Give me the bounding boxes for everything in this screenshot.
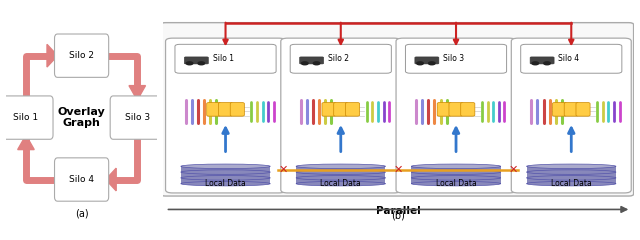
- FancyBboxPatch shape: [161, 23, 634, 196]
- Text: Silo 1: Silo 1: [13, 113, 38, 122]
- Text: Silo 4: Silo 4: [69, 175, 94, 184]
- FancyBboxPatch shape: [207, 102, 221, 116]
- Text: Silo 3: Silo 3: [443, 54, 464, 63]
- Circle shape: [544, 62, 550, 65]
- Ellipse shape: [181, 176, 270, 180]
- Ellipse shape: [296, 164, 385, 168]
- Ellipse shape: [181, 170, 270, 174]
- Circle shape: [417, 62, 423, 65]
- Text: Local Data: Local Data: [551, 179, 591, 188]
- FancyBboxPatch shape: [396, 38, 516, 193]
- FancyBboxPatch shape: [322, 102, 336, 116]
- FancyBboxPatch shape: [54, 158, 109, 201]
- Text: Silo 2: Silo 2: [69, 51, 94, 60]
- Bar: [181, 166, 270, 172]
- FancyBboxPatch shape: [281, 38, 401, 193]
- Text: Local Data: Local Data: [436, 179, 476, 188]
- Bar: [296, 166, 385, 172]
- Ellipse shape: [181, 164, 270, 168]
- Bar: [296, 172, 385, 178]
- Text: ✕: ✕: [509, 165, 518, 175]
- FancyBboxPatch shape: [175, 44, 276, 73]
- FancyBboxPatch shape: [415, 57, 439, 64]
- FancyBboxPatch shape: [230, 102, 244, 116]
- Text: Silo 3: Silo 3: [125, 113, 150, 122]
- Bar: [296, 178, 385, 184]
- Circle shape: [198, 62, 205, 65]
- FancyBboxPatch shape: [461, 102, 475, 116]
- FancyBboxPatch shape: [54, 34, 109, 77]
- Bar: [181, 172, 270, 178]
- Ellipse shape: [296, 181, 385, 186]
- FancyBboxPatch shape: [406, 44, 507, 73]
- Bar: [412, 172, 500, 178]
- FancyBboxPatch shape: [300, 57, 324, 64]
- Ellipse shape: [412, 164, 500, 168]
- Polygon shape: [47, 44, 58, 67]
- Text: ✕: ✕: [278, 165, 288, 175]
- Circle shape: [313, 62, 320, 65]
- Ellipse shape: [412, 181, 500, 186]
- Ellipse shape: [181, 181, 270, 186]
- Bar: [412, 178, 500, 184]
- Ellipse shape: [412, 170, 500, 174]
- Text: Silo 1: Silo 1: [212, 54, 234, 63]
- Text: (a): (a): [75, 209, 88, 219]
- Text: Silo 4: Silo 4: [558, 54, 579, 63]
- FancyBboxPatch shape: [290, 44, 391, 73]
- Ellipse shape: [527, 181, 616, 186]
- FancyBboxPatch shape: [184, 57, 209, 64]
- Text: Silo 2: Silo 2: [328, 54, 349, 63]
- Bar: [412, 166, 500, 172]
- FancyBboxPatch shape: [530, 57, 554, 64]
- FancyBboxPatch shape: [576, 102, 590, 116]
- Ellipse shape: [296, 176, 385, 180]
- Bar: [527, 178, 616, 184]
- FancyBboxPatch shape: [110, 96, 164, 139]
- Ellipse shape: [527, 176, 616, 180]
- FancyBboxPatch shape: [333, 102, 348, 116]
- FancyBboxPatch shape: [346, 102, 360, 116]
- FancyBboxPatch shape: [521, 44, 622, 73]
- Text: ✕: ✕: [394, 165, 403, 175]
- Bar: [527, 172, 616, 178]
- Ellipse shape: [527, 164, 616, 168]
- Circle shape: [532, 62, 539, 65]
- FancyBboxPatch shape: [552, 102, 566, 116]
- Ellipse shape: [412, 176, 500, 180]
- Text: Local Data: Local Data: [321, 179, 361, 188]
- Bar: [181, 178, 270, 184]
- Ellipse shape: [527, 170, 616, 174]
- Text: Overlay
Graph: Overlay Graph: [58, 107, 106, 128]
- Bar: [527, 166, 616, 172]
- FancyBboxPatch shape: [511, 38, 631, 193]
- Polygon shape: [106, 168, 116, 191]
- FancyBboxPatch shape: [218, 102, 232, 116]
- Polygon shape: [129, 86, 145, 100]
- FancyBboxPatch shape: [437, 102, 451, 116]
- Circle shape: [186, 62, 193, 65]
- Text: Local Data: Local Data: [205, 179, 246, 188]
- FancyBboxPatch shape: [564, 102, 579, 116]
- FancyBboxPatch shape: [0, 96, 53, 139]
- Text: Parallel: Parallel: [376, 206, 420, 216]
- Polygon shape: [18, 135, 34, 150]
- Circle shape: [301, 62, 308, 65]
- Text: (b): (b): [392, 211, 405, 221]
- Ellipse shape: [296, 170, 385, 174]
- Circle shape: [429, 62, 435, 65]
- FancyBboxPatch shape: [166, 38, 285, 193]
- FancyBboxPatch shape: [449, 102, 463, 116]
